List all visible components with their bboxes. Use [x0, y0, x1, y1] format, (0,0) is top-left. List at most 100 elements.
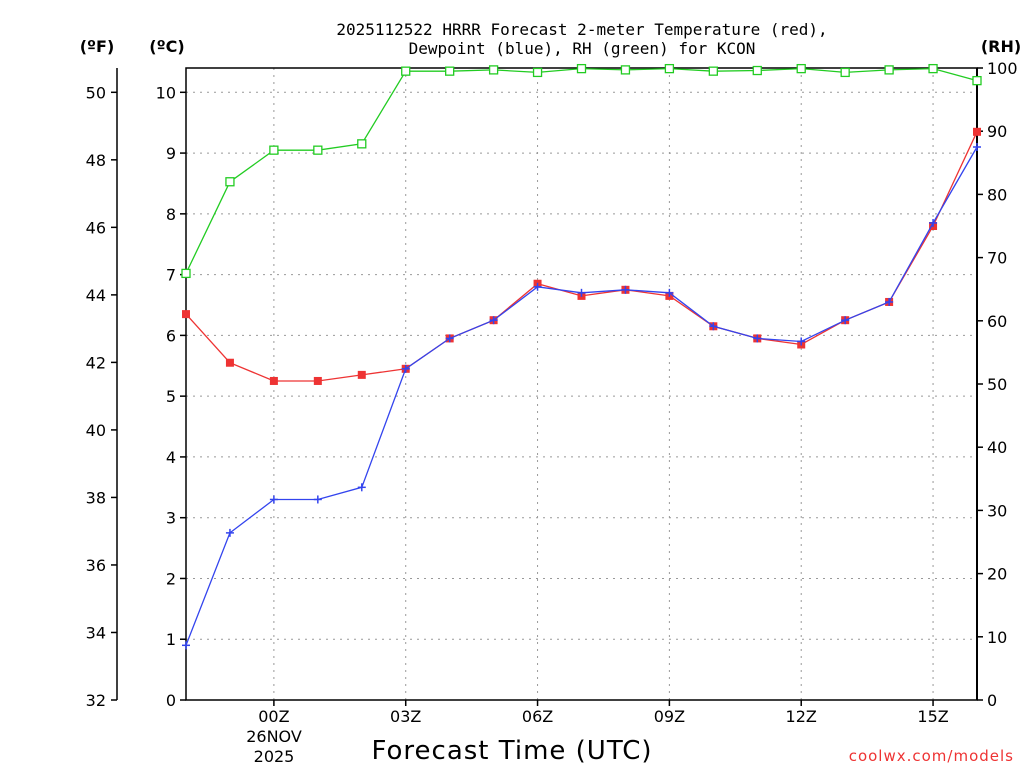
- dewpoint-point: [489, 316, 498, 325]
- dewpoint-point: [797, 337, 806, 346]
- rh-tick-label: 70: [987, 249, 1007, 268]
- grid: [186, 68, 977, 701]
- rh-point: [401, 66, 411, 76]
- dewpoint-point: [709, 322, 718, 331]
- series-rh: [181, 63, 982, 279]
- x-axis-title: Forecast Time (UTC): [371, 736, 652, 766]
- date-label-year: 2025: [254, 747, 295, 766]
- rh-point: [269, 145, 279, 155]
- temperature-point: [973, 127, 981, 136]
- rh-tick-label: 0: [987, 691, 997, 710]
- celsius-tick-label: 9: [166, 144, 176, 163]
- x-tick-label: 09Z: [654, 707, 685, 726]
- celsius-tick-label: 0: [166, 691, 176, 710]
- rh-point: [488, 65, 499, 75]
- celsius-tick-label: 6: [166, 326, 176, 345]
- rh-point: [928, 63, 938, 74]
- dewpoint-point: [753, 334, 762, 343]
- fahrenheit-tick-label: 38: [86, 488, 106, 507]
- celsius-tick-label: 8: [166, 205, 176, 224]
- series-line-rh: [185, 67, 978, 274]
- dewpoint-point: [665, 288, 674, 297]
- rh-point: [357, 139, 367, 149]
- rh-tick-label: 10: [987, 628, 1007, 647]
- fahrenheit-tick-label: 34: [86, 623, 106, 642]
- rh-tick-label: 80: [987, 185, 1007, 204]
- fahrenheit-tick-label: 40: [86, 421, 106, 440]
- dewpoint-point: [269, 495, 278, 504]
- x-tick-label: 06Z: [522, 707, 553, 726]
- dewpoint-point: [357, 483, 366, 492]
- dewpoint-point: [225, 528, 234, 537]
- series-layer: [181, 63, 982, 650]
- rh-point: [620, 65, 631, 75]
- celsius-unit-label: (ºC): [149, 37, 184, 56]
- rh-tick-label: 20: [987, 565, 1007, 584]
- dewpoint-point: [577, 288, 586, 297]
- dewpoint-point: [445, 334, 454, 343]
- rh-point: [664, 63, 675, 74]
- dewpoint-point: [841, 316, 850, 325]
- dewpoint-point: [182, 641, 190, 650]
- celsius-tick-label: 5: [166, 387, 176, 406]
- fahrenheit-tick-label: 46: [86, 218, 106, 237]
- rh-tick-label: 40: [987, 438, 1007, 457]
- temperature-point: [357, 370, 366, 379]
- series-line-temperature: [185, 131, 978, 382]
- chart-title-line2: Dewpoint (blue), RH (green) for KCON: [409, 39, 756, 58]
- celsius-tick-label: 2: [166, 569, 176, 588]
- celsius-tick-label: 3: [166, 509, 176, 528]
- fahrenheit-tick-label: 44: [86, 286, 106, 305]
- dewpoint-point: [533, 282, 542, 291]
- rh-point: [972, 75, 982, 86]
- dewpoint-point: [313, 495, 322, 504]
- rh-point: [532, 67, 543, 78]
- rh-tick-label: 90: [987, 122, 1007, 141]
- celsius-tick-label: 7: [166, 266, 176, 285]
- temperature-point: [269, 376, 278, 385]
- fahrenheit-unit-label: (ºF): [80, 37, 115, 56]
- fahrenheit-tick-label: 32: [86, 691, 106, 710]
- plot-frame: [185, 67, 978, 701]
- temperature-point: [225, 358, 234, 367]
- dewpoint-point: [621, 285, 630, 294]
- dewpoint-point: [973, 143, 981, 151]
- rh-point: [752, 65, 762, 76]
- temperature-point: [313, 376, 322, 385]
- rh-point: [708, 66, 718, 76]
- rh-point: [796, 63, 806, 74]
- chart-title-line1: 2025112522 HRRR Forecast 2-meter Tempera…: [336, 20, 827, 39]
- fahrenheit-tick-label: 42: [86, 353, 106, 372]
- x-tick-label: 03Z: [390, 707, 421, 726]
- rh-tick-label: 60: [987, 312, 1007, 331]
- series-dewpoint: [182, 143, 981, 650]
- fahrenheit-tick-label: 36: [86, 556, 106, 575]
- celsius-tick-label: 4: [166, 448, 176, 467]
- rh-tick-label: 50: [987, 375, 1007, 394]
- date-label-day: 26NOV: [246, 727, 302, 746]
- credit-text: coolwx.com/models: [849, 747, 1014, 765]
- rh-point: [445, 66, 455, 76]
- dewpoint-point: [401, 364, 410, 373]
- fahrenheit-tick-label: 50: [86, 83, 106, 102]
- x-tick-label: 15Z: [917, 707, 948, 726]
- rh-unit-label: (RH): [981, 37, 1021, 56]
- rh-point: [225, 177, 235, 187]
- x-tick-label: 00Z: [258, 707, 289, 726]
- dewpoint-point: [929, 218, 938, 227]
- series-temperature: [182, 127, 981, 385]
- rh-point: [884, 65, 894, 75]
- celsius-tick-label: 1: [166, 630, 176, 649]
- temperature-point: [182, 310, 190, 319]
- rh-point: [313, 145, 323, 155]
- axes: 3234363840424446485001234567891001020304…: [86, 59, 1018, 726]
- dewpoint-point: [885, 297, 894, 306]
- rh-point: [181, 268, 191, 279]
- celsius-tick-label: 10: [156, 83, 176, 102]
- x-tick-label: 12Z: [786, 707, 817, 726]
- rh-tick-label: 100: [987, 59, 1018, 78]
- fahrenheit-tick-label: 48: [86, 151, 106, 170]
- rh-point: [840, 67, 850, 78]
- rh-point: [576, 63, 587, 74]
